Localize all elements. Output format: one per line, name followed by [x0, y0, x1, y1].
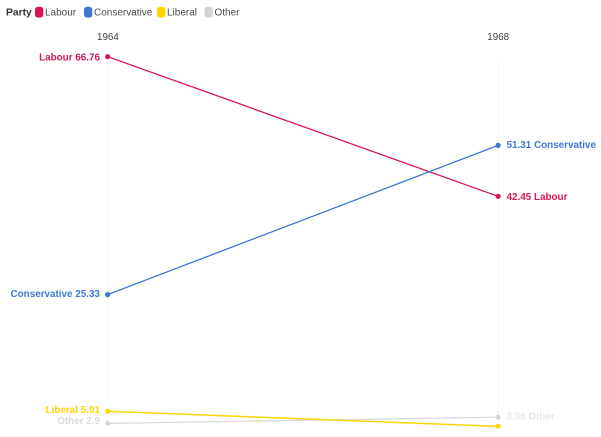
svg-text:Labour 66.76: Labour 66.76 [39, 53, 100, 64]
svg-text:Conservative 25.33: Conservative 25.33 [11, 289, 101, 300]
svg-text:Labour: Labour [45, 8, 77, 19]
svg-text:Party: Party [6, 8, 32, 19]
svg-text:1964: 1964 [97, 32, 119, 43]
svg-text:42.45 Labour: 42.45 Labour [507, 192, 568, 203]
svg-text:Conservative: Conservative [94, 8, 153, 19]
svg-text:3.06 Other: 3.06 Other [507, 411, 555, 422]
svg-text:Liberal 5.01: Liberal 5.01 [46, 405, 101, 416]
svg-text:1968: 1968 [487, 32, 509, 43]
svg-text:Liberal: Liberal [167, 8, 197, 19]
svg-text:Other 2.9: Other 2.9 [57, 416, 100, 427]
svg-text:51.31 Conservative: 51.31 Conservative [507, 140, 597, 151]
svg-text:Other: Other [215, 8, 241, 19]
